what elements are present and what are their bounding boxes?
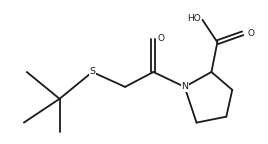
- Text: N: N: [181, 82, 188, 91]
- Text: O: O: [247, 29, 254, 38]
- Text: O: O: [158, 34, 165, 43]
- Text: S: S: [89, 68, 95, 76]
- Text: HO: HO: [187, 14, 201, 23]
